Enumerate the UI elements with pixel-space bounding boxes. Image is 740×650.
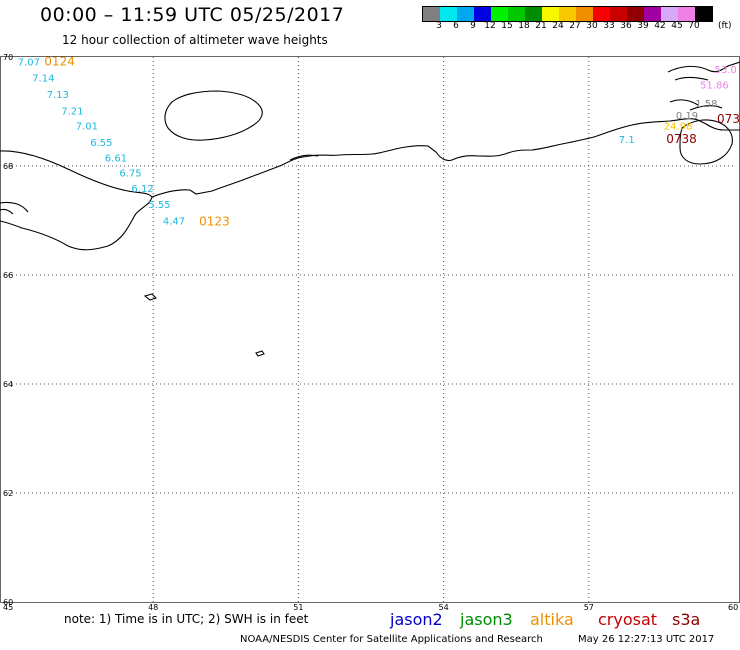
color-scale-unit: (ft) xyxy=(718,21,732,31)
color-scale-tick: 9 xyxy=(470,21,476,31)
color-swatch xyxy=(610,7,627,21)
color-scale-tick: 42 xyxy=(654,21,666,31)
color-scale-tick: 27 xyxy=(569,21,581,31)
color-swatch xyxy=(440,7,457,21)
color-swatch xyxy=(678,7,695,21)
latitude-label: 68 xyxy=(3,162,13,171)
wave-height-label: 6.61 xyxy=(105,153,127,164)
color-scale-tick: 39 xyxy=(637,21,649,31)
kola-coastline xyxy=(0,150,153,251)
color-swatch xyxy=(695,7,712,21)
longitude-label: 60 xyxy=(728,603,738,612)
latitude-label: 64 xyxy=(3,380,13,389)
wave-height-label: 24.98 xyxy=(664,122,693,133)
color-scale-tick: 12 xyxy=(484,21,496,31)
wave-height-label: 5.55 xyxy=(148,200,170,211)
longitude-labels: 45 48 51 54 57 60 xyxy=(3,603,738,612)
color-scale-tick: 24 xyxy=(552,21,564,31)
legend-altika: altika xyxy=(530,610,574,629)
color-swatch xyxy=(525,7,542,21)
color-swatch xyxy=(559,7,576,21)
color-swatch xyxy=(491,7,508,21)
latitude-label: 62 xyxy=(3,489,13,498)
map-grid xyxy=(8,57,734,602)
wave-height-observations: 7.07 7.14 7.13 7.21 7.01 6.55 6.61 6.75 6.12 5.55… xyxy=(18,54,740,228)
wave-height-label: 51.86 xyxy=(700,80,729,91)
color-swatch xyxy=(423,7,440,21)
wave-height-label: 0.19 xyxy=(676,111,698,122)
color-swatch xyxy=(474,7,491,21)
color-scale-bar xyxy=(422,6,713,22)
novaya-zemlya xyxy=(667,61,740,111)
color-swatch xyxy=(576,7,593,21)
wave-height-label: 7.07 xyxy=(18,57,40,68)
wave-height-label: 7.21 xyxy=(61,106,83,117)
color-scale-tick: 30 xyxy=(586,21,598,31)
color-scale-tick: 70 xyxy=(688,21,700,31)
kola-coastline-b xyxy=(0,201,29,215)
pass-time-label: 0738 xyxy=(666,132,697,146)
pass-time-label: 073 xyxy=(717,112,740,126)
color-swatch xyxy=(542,7,559,21)
pass-time-label: 0123 xyxy=(199,215,230,229)
pass-time-label: 0124 xyxy=(44,54,75,68)
longitude-label: 45 xyxy=(3,603,13,612)
color-swatch xyxy=(627,7,644,21)
wave-height-label: 4.47 xyxy=(163,217,185,228)
wave-height-label: 7.1 xyxy=(619,135,635,146)
color-swatch xyxy=(457,7,474,21)
map-title: 00:00 – 11:59 UTC 05/25/2017 xyxy=(40,4,345,26)
wave-height-label: 6.55 xyxy=(90,138,112,149)
latitude-label: 66 xyxy=(3,271,13,280)
wave-height-label: 7.14 xyxy=(32,74,54,85)
color-scale-tick: 33 xyxy=(603,21,615,31)
footer-note: note: 1) Time is in UTC; 2) SWH is in fe… xyxy=(64,612,309,626)
color-scale-tick: 3 xyxy=(436,21,442,31)
longitude-label: 57 xyxy=(584,603,594,612)
mainland-coastline xyxy=(151,118,740,198)
color-scale-tick: 15 xyxy=(501,21,513,31)
longitude-label: 48 xyxy=(148,603,158,612)
color-scale-tick: 21 xyxy=(535,21,547,31)
legend-jason2: jason2 xyxy=(390,610,443,629)
kolguev-island xyxy=(164,90,263,141)
legend-s3a: s3a xyxy=(672,610,701,629)
wave-height-label: 7.01 xyxy=(76,122,98,133)
wave-height-label: 6.75 xyxy=(119,169,141,180)
small-island-3 xyxy=(289,154,319,161)
legend-cryosat: cryosat xyxy=(598,610,658,629)
longitude-label: 51 xyxy=(293,603,303,612)
color-swatch xyxy=(661,7,678,21)
color-swatch xyxy=(644,7,661,21)
color-scale-tick: 36 xyxy=(620,21,632,31)
wave-height-label: 53.0 xyxy=(715,65,737,76)
latitude-label: 70 xyxy=(3,53,13,62)
coastline xyxy=(0,61,740,357)
color-swatch xyxy=(508,7,525,21)
wave-height-label: 1.58 xyxy=(695,99,717,110)
legend-jason3: jason3 xyxy=(460,610,513,629)
color-scale-tick: 6 xyxy=(453,21,459,31)
color-swatch xyxy=(593,7,610,21)
vaygach-island xyxy=(679,119,733,165)
wave-height-label: 6.12 xyxy=(131,184,153,195)
wave-height-label: 7.13 xyxy=(47,90,69,101)
credit-line: NOAA/NESDIS Center for Satellite Applica… xyxy=(240,634,543,645)
generation-timestamp: May 26 12:27:13 UTC 2017 xyxy=(578,634,715,645)
small-island-1 xyxy=(143,293,158,301)
map-subtitle: 12 hour collection of altimeter wave hei… xyxy=(62,33,328,47)
longitude-label: 54 xyxy=(439,603,449,612)
color-scale-ticks: 3 6 9 12 15 18 21 24 27 30 33 36 39 42 45 70 xyxy=(422,21,740,33)
color-scale-tick: 18 xyxy=(518,21,530,31)
small-island-2 xyxy=(255,350,265,357)
color-scale-tick: 45 xyxy=(671,21,683,31)
